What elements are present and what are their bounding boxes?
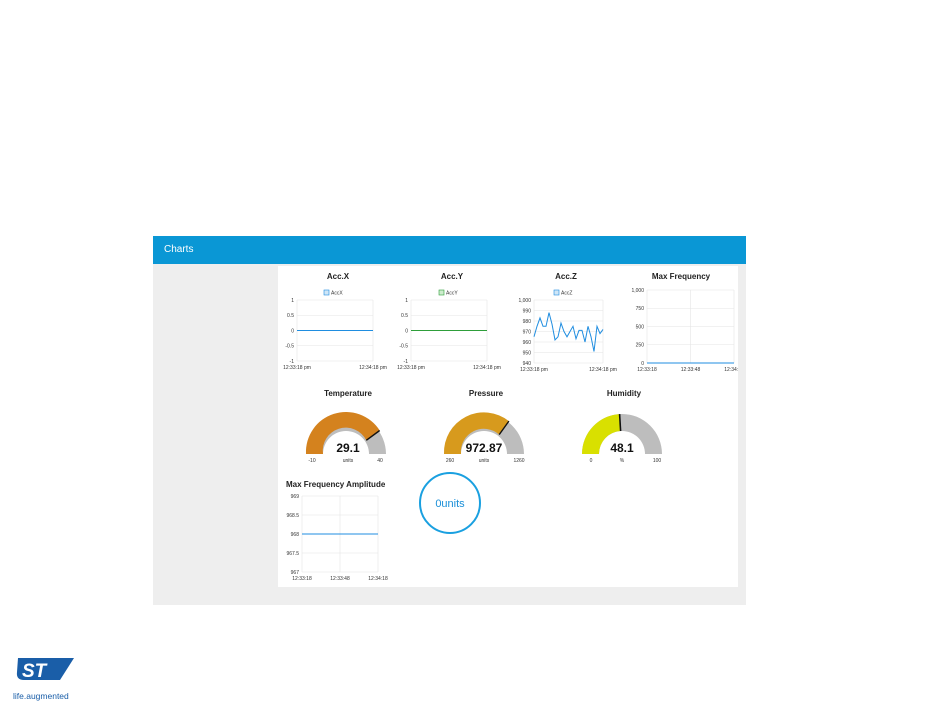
- y-tick-label: 0: [405, 328, 408, 334]
- charts-canvas: Acc.X 10.50-0.5-112:33:18 pm 12:34:18 pm …: [283, 272, 744, 582]
- y-tick-label: 750: [636, 306, 645, 312]
- logo-tagline: life.augmented: [13, 691, 69, 701]
- gauge-min: 260: [446, 458, 455, 464]
- chart-acc-y: Acc.Y 1 0.5 0 -0.5 -112:33:18 pm 12:34:18 pm: [397, 272, 501, 371]
- legend-label: AccY: [446, 291, 458, 297]
- gauge-needle: [498, 420, 510, 436]
- gauge-value: 972.87: [466, 441, 503, 455]
- legend-label: AccZ: [561, 291, 572, 297]
- y-tick-label: -0.5: [399, 344, 408, 350]
- y-tick-label: 950: [523, 350, 532, 356]
- x-tick-label: 12:33:48: [330, 576, 350, 582]
- gauge-humidity: Humidity 48.1 % 0 100: [582, 389, 662, 464]
- gauge-value: 48.1: [610, 441, 634, 455]
- y-tick-label: 1: [405, 298, 408, 304]
- legend-swatch: [553, 289, 560, 296]
- gauge-unit: units: [479, 458, 490, 464]
- chart-acc-x: Acc.X 1 0.5 0 -0.5 -112:33:18 pm 12:34:18 pm: [283, 272, 387, 371]
- chart-max-frequency: Max Frequency 1,000 750 500 250 012:33:18 12:…: [631, 272, 743, 373]
- y-tick-label: 990: [523, 308, 532, 314]
- gauge-title: Temperature: [324, 389, 372, 398]
- x-tick-label: 12:33:18 pm: [397, 365, 425, 371]
- series-line: [533, 312, 604, 352]
- x-tick-label: 12:33:18: [637, 367, 657, 373]
- x-tick-label: 12:34:18: [368, 576, 388, 582]
- x-tick-label: 12:33:18: [292, 576, 312, 582]
- y-tick-label: 968.5: [286, 513, 299, 519]
- gauge-title: Humidity: [607, 389, 642, 398]
- y-tick-label: 970: [523, 329, 532, 335]
- gauge-min: -10: [308, 458, 315, 464]
- y-tick-label: 960: [523, 340, 532, 346]
- page-title: Charts: [164, 244, 194, 255]
- x-tick-label: 12:34:18: [724, 367, 738, 373]
- st-logo: ST life.augmented: [12, 656, 78, 707]
- y-tick-label: 0.5: [401, 313, 408, 319]
- y-tick-label: 980: [523, 319, 532, 325]
- x-tick-label: 12:34:18 pm: [589, 367, 617, 373]
- gauge-fill: [443, 412, 509, 454]
- dashboard-header: Charts: [153, 236, 746, 264]
- y-tick-label: -1: [404, 359, 409, 365]
- gauge-unit: units: [343, 458, 354, 464]
- y-tick-label: 1: [291, 298, 294, 304]
- legend-accy: AccY: [438, 289, 458, 297]
- donut-ring: [419, 472, 481, 534]
- y-tick-label: 0: [641, 361, 644, 367]
- chart-title: Max Frequency Amplitude: [286, 480, 386, 489]
- y-tick-label: 250: [636, 343, 645, 349]
- y-tick-label: 0: [291, 328, 294, 334]
- y-tick-label: 1,000: [631, 288, 644, 294]
- chart-title: Acc.Y: [441, 272, 464, 281]
- y-tick-label: -1: [290, 359, 295, 365]
- charts-panel: Acc.X 1 0.5 0 -0.5 -1 12:33:18 pm 12:34:18 pm …: [278, 266, 744, 587]
- chart-title: Acc.X: [327, 272, 350, 281]
- donut-value: 0units: [435, 498, 465, 510]
- gauge-min: 0: [590, 458, 593, 464]
- legend-swatch: [323, 289, 330, 296]
- gauge-fill: [305, 411, 380, 454]
- y-tick-label: 1,000: [518, 298, 531, 304]
- gauge-value: 29.1: [336, 441, 360, 455]
- y-tick-label: -0.5: [285, 344, 294, 350]
- legend-label: AccX: [331, 291, 343, 297]
- gauge-needle: [618, 414, 622, 432]
- legend-accx: AccX: [323, 289, 343, 297]
- x-tick-label: 12:34:18 pm: [359, 365, 387, 371]
- y-tick-label: 968: [291, 532, 300, 538]
- legend-swatch: [438, 289, 445, 296]
- y-tick-label: 969: [291, 494, 300, 500]
- chart-title: Max Frequency: [652, 272, 711, 281]
- x-tick-label: 12:33:48: [681, 367, 701, 373]
- x-tick-label: 12:33:18 pm: [520, 367, 548, 373]
- chart-max-frequency-amplitude: Max Frequency Amplitude 969 968.5 968 967.5…: [286, 480, 388, 582]
- gauge-max: 1260: [513, 458, 524, 464]
- chart-title: Acc.Z: [555, 272, 577, 281]
- dashboard: Charts Acc.X 1 0.5 0 -0.5 -1 12:33:18 pm 12:34…: [153, 236, 746, 605]
- logo-mark: [16, 658, 74, 680]
- gauge-max: 100: [653, 458, 662, 464]
- gauge-max: 40: [377, 458, 383, 464]
- legend-accz: AccZ: [553, 289, 572, 297]
- y-tick-label: 967.5: [286, 551, 299, 557]
- y-tick-label: 0.5: [287, 313, 294, 319]
- gauge-needle: [365, 429, 381, 441]
- y-tick-label: 967: [291, 570, 300, 576]
- gauge-title: Pressure: [469, 389, 504, 398]
- gauge-fill: [582, 414, 621, 454]
- svg-text:ST: ST: [22, 661, 48, 682]
- gauge-pressure: Pressure 972.87 units 260 1260: [443, 389, 525, 464]
- y-tick-label: 500: [636, 324, 645, 330]
- x-tick-label: 12:33:18 pm: [283, 365, 311, 371]
- y-tick-label: 940: [523, 361, 532, 367]
- gauge-temperature: Temperature 29.1 units -10 40: [305, 389, 386, 464]
- x-tick-label: 12:34:18 pm: [473, 365, 501, 371]
- donut-widget: 0units: [419, 472, 481, 534]
- gauge-unit: %: [620, 458, 625, 464]
